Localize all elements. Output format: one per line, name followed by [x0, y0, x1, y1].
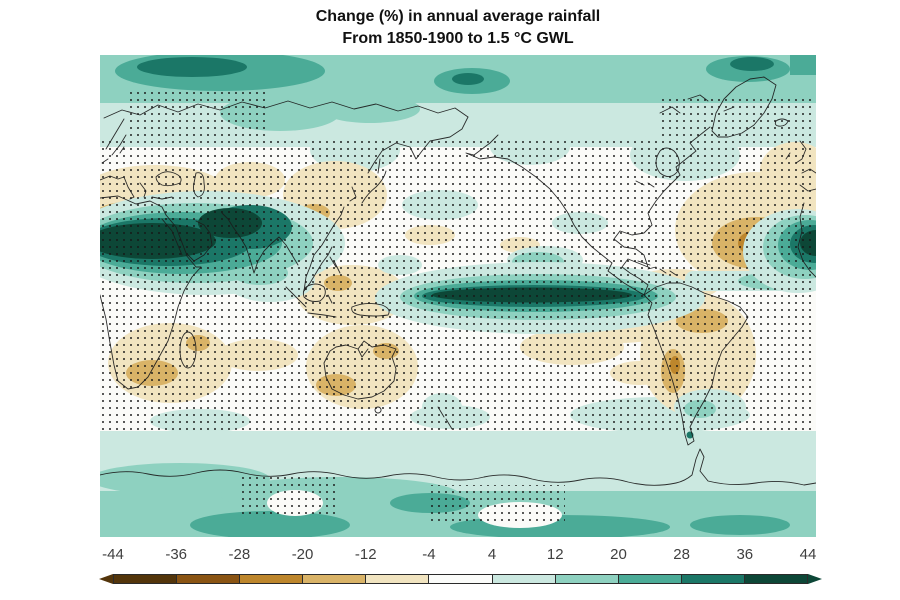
colorbar-tick-label: 28 — [673, 546, 690, 563]
colorbar-tick-label: -4 — [422, 546, 436, 563]
colorbar-segment — [113, 574, 178, 584]
colorbar-segment — [617, 574, 682, 584]
colorbar-segment — [680, 574, 745, 584]
colorbar-segment — [491, 574, 556, 584]
world-map — [65, 51, 853, 539]
colorbar-segment — [743, 574, 809, 584]
stipple-overlay — [100, 90, 816, 525]
chart-title-line2: From 1850-1900 to 1.5 °C GWL — [342, 30, 574, 47]
colorbar-tick-label: -28 — [228, 546, 251, 563]
colorbar-segment — [302, 574, 367, 584]
colorbar-segment — [176, 574, 241, 584]
colorbar-left-arrow — [99, 574, 113, 584]
chart-title: Change (%) in annual average rainfall Fr… — [100, 6, 816, 50]
colorbar-tick-label: -44 — [102, 546, 124, 563]
colorbar-segment — [365, 574, 430, 584]
colorbar-tick-label: 12 — [546, 546, 564, 563]
colorbar-right-arrow — [808, 574, 822, 584]
colorbar-tick-label: 4 — [487, 546, 497, 563]
colorbar-tick-label: 20 — [610, 546, 627, 563]
coastlines — [99, 76, 817, 486]
colorbar-tick-label: 36 — [736, 546, 754, 563]
colorbar-segment — [554, 574, 619, 584]
colorbar-tick-label: 44 — [799, 546, 817, 563]
colorbar-ticks: -44 -36 -28 -20 -12 -4 4 12 20 28 36 44 — [102, 546, 816, 564]
colorbar-segment — [428, 574, 493, 584]
colorbar-tick-label: -20 — [291, 546, 314, 563]
chart-title-line1: Change (%) in annual average rainfall — [315, 8, 601, 25]
colorbar-segment — [239, 574, 304, 584]
colorbar-tick-label: -36 — [165, 546, 188, 563]
colorbar-segments — [113, 574, 809, 584]
colorbar-tick-label: -12 — [354, 546, 377, 563]
